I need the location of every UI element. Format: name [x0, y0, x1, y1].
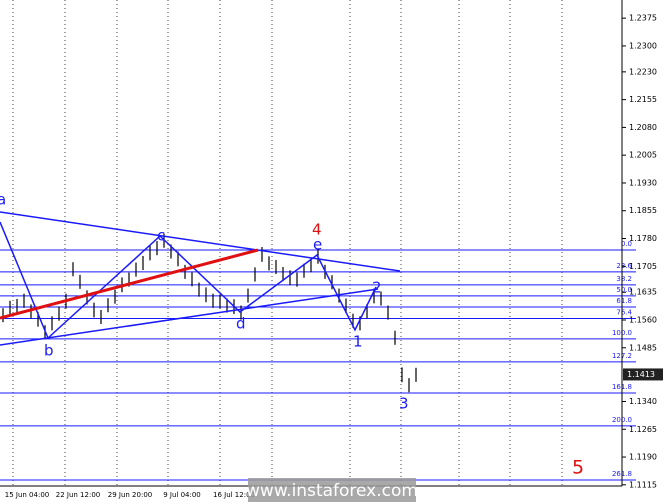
y-tick-label: 1.2300 — [629, 41, 657, 50]
fib-level-label: 61.8 — [616, 297, 632, 305]
current-price-box — [623, 368, 663, 381]
wave-label: 1 — [353, 333, 363, 351]
y-tick-label: 1.1340 — [629, 397, 657, 406]
fib-level-label: 50.0 — [616, 286, 632, 294]
wave-line — [0, 221, 377, 340]
watermark: www.instaforex.com — [246, 481, 418, 501]
y-tick-label: 1.2005 — [629, 151, 657, 160]
y-tick-label: 1.1855 — [629, 206, 657, 215]
current-price-label: 1.1413 — [627, 370, 655, 379]
y-tick-label: 1.1485 — [629, 343, 657, 352]
x-tick-label: 9 Jul 04:00 — [163, 491, 201, 499]
y-tick-label: 1.1635 — [629, 288, 657, 297]
wave-label: 4 — [312, 221, 322, 239]
y-tick-label: 1.1705 — [629, 262, 657, 271]
upper-trend-line — [0, 211, 401, 272]
watermark-box — [248, 478, 416, 502]
x-tick-label: 15 Jun 04:00 — [5, 491, 49, 499]
x-tick-label: 29 Jun 20:00 — [108, 491, 152, 499]
y-tick-label: 1.2155 — [629, 95, 657, 104]
wave-label: a — [0, 191, 6, 209]
y-tick-label: 1.1190 — [629, 453, 657, 462]
wave-label: 2 — [372, 279, 382, 297]
wave-label: d — [236, 315, 246, 333]
fib-level-label: 38.2 — [616, 275, 632, 283]
red-trend-line — [0, 248, 259, 320]
wave-label: c — [157, 227, 165, 245]
y-tick-label: 1.2230 — [629, 67, 657, 76]
wave-label: b — [44, 342, 54, 360]
y-tick-label: 1.1115 — [629, 480, 657, 489]
wave-label: 5 — [572, 457, 584, 479]
x-tick-label: 16 Jul 12:00 — [213, 491, 255, 499]
wave-labels: a b c d e 4 1 2 3 5 — [0, 191, 584, 479]
fib-level-label: 0.0 — [621, 240, 632, 248]
price-axis: 1.2375 1.2300 1.2230 1.2155 1.2080 1.2005 1.19… — [622, 14, 663, 489]
time-axis: 15 Jun 04:00 22 Jun 12:00 29 Jun 20:00 9 Ju… — [5, 491, 255, 499]
y-tick-label: 1.1265 — [629, 425, 657, 434]
y-tick-label: 1.1780 — [629, 234, 657, 243]
fib-level-label: 76.4 — [616, 309, 632, 317]
y-tick-label: 1.2080 — [629, 123, 657, 132]
x-tick-label: 22 Jun 12:00 — [56, 491, 100, 499]
trend-lines — [0, 211, 401, 346]
lower-trend-line — [0, 288, 379, 346]
y-tick-label: 1.2375 — [629, 14, 657, 23]
wave-label: 3 — [399, 395, 409, 413]
y-tick-label: 1.1560 — [629, 316, 657, 325]
y-tick-label: 1.1930 — [629, 178, 657, 187]
wave-label: e — [313, 236, 322, 254]
